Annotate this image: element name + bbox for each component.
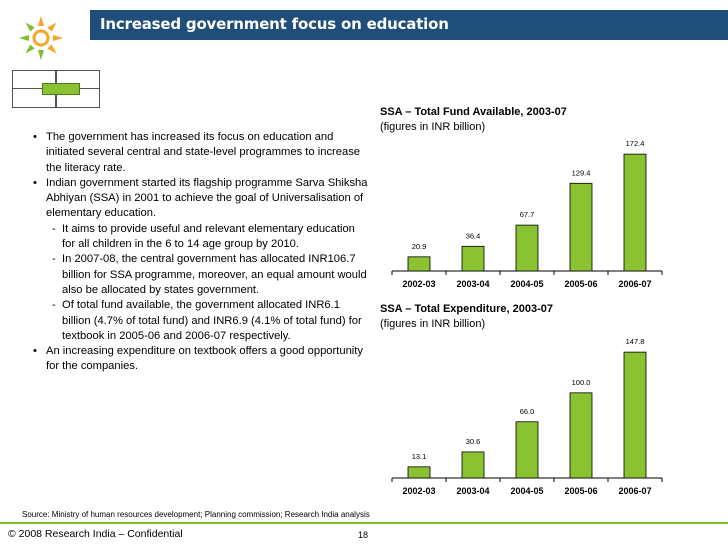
chart-2-subtitle: (figures in INR billion) — [380, 318, 486, 330]
bar-2003-04 — [461, 451, 485, 479]
bullet-list: The government has increased its focus o… — [30, 130, 370, 375]
chart-1-title: SSA – Total Fund Available, 2003-07 — [380, 106, 567, 118]
page-title: Increased government focus on education — [100, 15, 449, 33]
category-label: 2003-04 — [456, 279, 489, 289]
value-label: 13.1 — [412, 452, 427, 461]
bar-2002-03 — [407, 256, 431, 272]
bullet-item: The government has increased its focus o… — [30, 130, 370, 176]
sub-bullet-item: Of total fund available, the government … — [30, 298, 370, 344]
value-label: 66.0 — [520, 407, 535, 416]
bullet-item: Indian government started its flagship p… — [30, 176, 370, 222]
category-label: 2006-07 — [618, 279, 651, 289]
value-label: 36.4 — [466, 231, 481, 240]
footer-divider — [0, 522, 728, 524]
value-label: 67.7 — [520, 210, 535, 219]
value-label: 129.4 — [572, 168, 591, 177]
bar-2005-06 — [569, 392, 593, 479]
chart-1: 20.9 2002-03 36.4 2003-04 67.7 2004-05 129.4 20… — [380, 135, 670, 295]
category-label: 2004-05 — [510, 486, 543, 496]
chart-2: 13.1 2002-03 30.6 2003-04 66.0 2004-05 100.0 20… — [380, 332, 670, 502]
sub-bullet-item: In 2007-08, the central government has a… — [30, 252, 370, 298]
sub-bullet-item: It aims to provide useful and relevant e… — [30, 222, 370, 253]
title-bar: Increased government focus on education — [90, 10, 728, 40]
bar-2004-05 — [515, 224, 539, 272]
category-label: 2006-07 — [618, 486, 651, 496]
bar-2004-05 — [515, 421, 539, 479]
category-label: 2005-06 — [564, 486, 597, 496]
category-label: 2003-04 — [456, 486, 489, 496]
expenditure-chart: 13.1 2002-03 30.6 2003-04 66.0 2004-05 100.0 20… — [391, 337, 663, 496]
category-label: 2002-03 — [402, 279, 435, 289]
value-label: 147.8 — [626, 337, 645, 346]
bar-2006-07 — [623, 351, 647, 479]
bar-2005-06 — [569, 182, 593, 272]
value-label: 30.6 — [466, 437, 481, 446]
chart-1-subtitle: (figures in INR billion) — [380, 121, 486, 133]
value-label: 172.4 — [626, 139, 645, 148]
bar-2002-03 — [407, 466, 431, 479]
category-label: 2004-05 — [510, 279, 543, 289]
category-label: 2002-03 — [402, 486, 435, 496]
bar-2003-04 — [461, 245, 485, 272]
source-note: Source: Ministry of human resources deve… — [22, 510, 370, 519]
decorative-grid — [12, 70, 104, 110]
copyright: © 2008 Research India – Confidential — [8, 528, 183, 540]
category-label: 2005-06 — [564, 279, 597, 289]
page-number: 18 — [358, 530, 369, 540]
bullet-item: An increasing expenditure on textbook of… — [30, 344, 370, 375]
chart-2-title: SSA – Total Expenditure, 2003-07 — [380, 303, 554, 315]
fund-chart: 20.9 2002-03 36.4 2003-04 67.7 2004-05 129.4 20… — [391, 139, 663, 289]
sun-logo-icon — [19, 16, 63, 60]
value-label: 100.0 — [572, 378, 591, 387]
bar-2006-07 — [623, 153, 647, 272]
value-label: 20.9 — [412, 242, 427, 251]
